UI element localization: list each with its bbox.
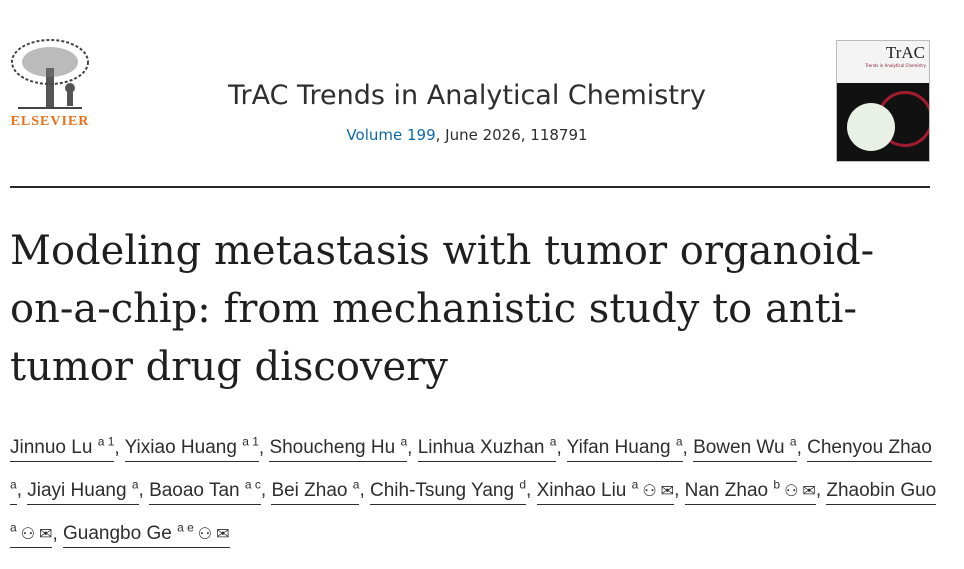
author-name: Chih-Tsung Yang: [370, 479, 515, 501]
person-icon[interactable]: ⚇: [642, 482, 657, 500]
author-name: Chenyou Zhao: [807, 437, 932, 459]
affiliation-superscript: a: [400, 435, 408, 449]
affiliation-superscript: a: [549, 435, 557, 449]
author-link[interactable]: Guangbo Ge a e ⚇ ✉: [63, 520, 230, 548]
envelope-icon[interactable]: ✉: [660, 482, 675, 500]
affiliation-superscript: a: [352, 477, 360, 492]
author-link[interactable]: Yixiao Huang a 1: [124, 435, 259, 463]
publisher-name: ELSEVIER: [10, 114, 90, 129]
journal-cover-image[interactable]: TrAC Trends in Analytical Chemistry: [836, 40, 930, 162]
author-link[interactable]: Bowen Wu a: [693, 435, 797, 463]
author-list: Jinnuo Lu a 1, Yixiao Huang a 1, Shouche…: [10, 424, 940, 553]
affiliation-superscript: a 1: [242, 435, 259, 449]
affiliation-superscript: a: [10, 520, 17, 535]
cover-graphic: [847, 103, 895, 151]
affiliation-superscript: b: [773, 477, 781, 492]
author-link[interactable]: Chenyou Zhao a: [10, 437, 932, 505]
author-link[interactable]: Yifan Huang a: [566, 435, 683, 463]
author-link[interactable]: Linhua Xuzhan a: [417, 435, 557, 463]
journal-issue-info: Volume 199, June 2026, 118791: [0, 126, 934, 144]
author-link[interactable]: Zhaobin Guo a ⚇ ✉: [10, 479, 937, 548]
author-name: Linhua Xuzhan: [417, 437, 545, 459]
person-icon[interactable]: ⚇: [197, 525, 213, 543]
affiliation-superscript: a: [631, 477, 639, 492]
author-name: Yifan Huang: [566, 437, 671, 459]
author-name: Baoao Tan: [149, 479, 240, 501]
journal-title[interactable]: TrAC Trends in Analytical Chemistry: [227, 80, 707, 111]
envelope-icon[interactable]: ✉: [216, 525, 230, 543]
cover-title: TrAC: [885, 43, 925, 62]
author-link[interactable]: Bei Zhao a: [271, 477, 360, 505]
volume-link[interactable]: Volume 199: [346, 126, 436, 144]
affiliation-superscript: a 1: [97, 435, 115, 449]
author-name: Zhaobin Guo: [826, 479, 937, 501]
envelope-icon[interactable]: ✉: [39, 525, 53, 543]
author-name: Xinhao Liu: [536, 479, 627, 501]
issue-details: , June 2026, 118791: [435, 126, 588, 144]
author-link[interactable]: Jinnuo Lu a 1: [10, 435, 115, 463]
author-link[interactable]: Chih-Tsung Yang d: [370, 477, 526, 505]
author-name: Guangbo Ge: [63, 522, 172, 544]
elsevier-tree-icon: [11, 39, 89, 109]
author-link[interactable]: Nan Zhao b ⚇ ✉: [684, 477, 816, 505]
author-name: Shoucheng Hu: [269, 437, 396, 459]
article-title: Modeling metastasis with tumor organoid-…: [10, 228, 875, 390]
envelope-icon[interactable]: ✉: [802, 482, 816, 500]
author-name: Jiayi Huang: [27, 479, 127, 501]
person-icon[interactable]: ⚇: [20, 525, 36, 543]
affiliation-superscript: a c: [244, 477, 261, 492]
header-divider: [10, 186, 930, 188]
author-link[interactable]: Jiayi Huang a: [27, 477, 139, 505]
affiliation-superscript: a: [675, 435, 683, 449]
affiliation-superscript: d: [519, 477, 526, 492]
author-name: Jinnuo Lu: [10, 437, 93, 459]
author-name: Yixiao Huang: [124, 437, 237, 459]
author-name: Bei Zhao: [271, 479, 348, 501]
affiliation-superscript: a e: [177, 520, 194, 535]
person-icon[interactable]: ⚇: [784, 482, 799, 500]
affiliation-superscript: a: [10, 477, 17, 492]
author-link[interactable]: Shoucheng Hu a: [269, 435, 408, 463]
affiliation-superscript: a: [131, 477, 139, 492]
affiliation-superscript: a: [789, 435, 797, 449]
author-name: Nan Zhao: [684, 479, 769, 501]
cover-subtitle: Trends in Analytical Chemistry: [865, 63, 926, 68]
elsevier-logo[interactable]: ELSEVIER: [8, 38, 92, 130]
author-name: Bowen Wu: [693, 437, 785, 459]
author-link[interactable]: Xinhao Liu a ⚇ ✉: [536, 477, 675, 505]
author-link[interactable]: Baoao Tan a c: [149, 477, 261, 505]
